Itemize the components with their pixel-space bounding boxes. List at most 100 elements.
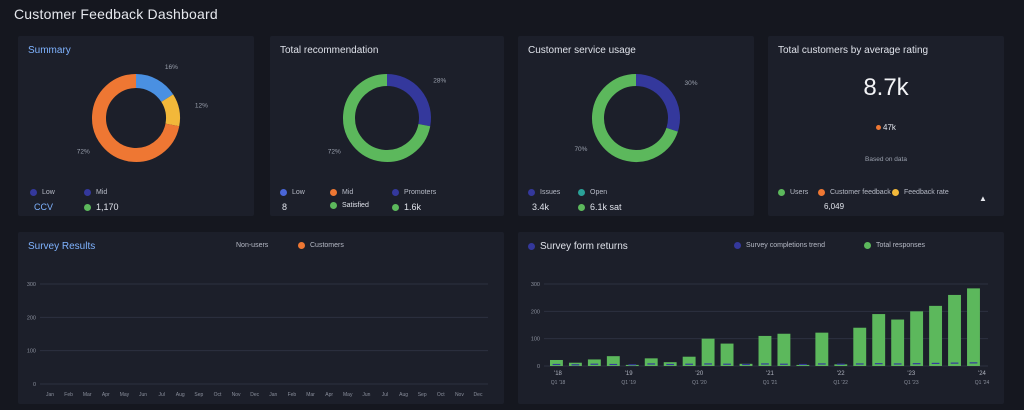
x-tick-label: Dec	[250, 392, 259, 398]
legend-dot	[298, 242, 305, 249]
trend-mark	[609, 363, 618, 366]
legend-label: Feedback rate	[904, 189, 949, 196]
card-title-text: Survey form returns	[540, 241, 628, 252]
trend-mark	[685, 363, 694, 365]
arrow-icon: ▲	[979, 194, 987, 203]
legend-dot	[818, 189, 825, 196]
trend-mark	[874, 363, 883, 365]
legend-dot	[892, 189, 899, 196]
trend-mark	[912, 363, 921, 365]
legend-item: Issues	[528, 189, 560, 196]
x-tick-label: May	[343, 392, 353, 398]
trend-mark	[590, 363, 599, 365]
card-title: Survey Results	[28, 241, 96, 252]
x-tick-sublabel: Q1 '24	[975, 380, 990, 386]
bar	[701, 338, 715, 366]
legend-dot	[392, 203, 399, 211]
x-tick-label: Jul	[158, 392, 164, 398]
summary-donut-chart: 16% 12% 72%	[77, 64, 208, 162]
survey-returns-card: Survey form returns Survey completions t…	[518, 232, 1004, 404]
bar	[967, 288, 980, 366]
value-text: 6,049	[824, 202, 845, 211]
bar	[872, 314, 886, 366]
y-tick-label: 0	[33, 382, 36, 388]
x-tick-label: Aug	[176, 392, 185, 398]
x-tick-sublabel: Q1 '23	[904, 380, 919, 386]
legend-item: Customers	[298, 242, 344, 249]
trend-mark	[552, 363, 561, 366]
x-tick-label: Jun	[139, 392, 147, 398]
x-tick-label: Nov	[232, 392, 241, 398]
legend-item: Total responses	[864, 242, 925, 249]
bar	[625, 364, 639, 366]
donut-slice	[92, 74, 180, 162]
legend-label: Mid	[96, 189, 108, 196]
trend-mark	[647, 363, 656, 365]
donut-slice-label: 28%	[433, 77, 446, 84]
y-tick-label: 200	[531, 309, 540, 315]
legend-dot	[578, 203, 585, 211]
legend-label: Customers	[310, 242, 344, 249]
legend-item: Survey completions trend	[734, 242, 825, 249]
legend-dot	[778, 189, 785, 196]
bar	[910, 311, 924, 366]
survey-results-line-chart: 300 200 100 0 Jan Feb Mar Apr May Jun Jul Aug Sep Oct…	[27, 282, 488, 398]
legend-dot	[330, 202, 337, 209]
donut-slice	[343, 74, 431, 162]
survey-results-card: Survey Results Non-users Customers 300 20…	[18, 232, 504, 404]
service-usage-card: Customer service usage 30% 70% Issues Ope…	[518, 36, 754, 216]
y-tick-label: 100	[531, 337, 540, 343]
legend-label: Total responses	[876, 242, 926, 249]
recommendation-card: Total recommendation 28% 72% Low Mid Prom…	[270, 36, 504, 216]
dashboard-title: Customer Feedback Dashboard	[14, 6, 218, 22]
value-text: 6.1k sat	[590, 202, 622, 212]
legend-label: Issues	[540, 189, 561, 196]
value-text: 47k	[883, 123, 896, 132]
x-tick-label: '18	[554, 371, 562, 377]
bar	[587, 359, 601, 366]
card-title: Survey form returns	[528, 241, 628, 252]
y-tick-label: 200	[27, 315, 36, 321]
donut-slice	[135, 74, 174, 103]
trend-mark	[969, 362, 978, 364]
trend-mark	[761, 363, 769, 365]
rating-card: Total customers by average rating 8.7k 4…	[768, 36, 1004, 216]
y-tick-label: 300	[27, 282, 36, 288]
big-value: 8.7k	[863, 74, 909, 101]
legend-label: Customer feedback	[830, 189, 891, 196]
legend-label: Low	[42, 189, 55, 196]
value-text: 1.6k	[404, 202, 422, 212]
donut-slice-label: 72%	[77, 149, 90, 156]
x-tick-label: Nov	[455, 392, 464, 398]
trend-mark	[723, 363, 731, 365]
x-tick-label: Jan	[269, 392, 277, 398]
donut-slice-label: 70%	[574, 146, 587, 153]
bar	[891, 319, 905, 366]
x-tick-label: Jan	[46, 392, 54, 398]
bar	[834, 364, 848, 366]
sub-value: 47k	[876, 123, 896, 132]
x-tick-sublabel: Q1 '21	[763, 380, 778, 386]
value-label: Satisfied	[330, 202, 369, 209]
trend-mark	[742, 363, 750, 366]
x-tick-label: '19	[625, 371, 633, 377]
x-tick-label: Apr	[325, 392, 333, 398]
trend-mark	[799, 363, 807, 366]
summary-card: Summary 16% 12% 72% Low Mid CCV 1,170	[18, 36, 254, 216]
bar	[550, 359, 563, 366]
value-label: 8	[282, 202, 287, 212]
x-tick-label: '20	[695, 371, 703, 377]
x-tick-label: '21	[766, 371, 774, 377]
trend-mark	[950, 362, 959, 364]
survey-returns-bar-chart: 300 200 100 0 '18 Q1 '18 '19 Q1 '19 '20 Q1 '20 '21…	[531, 282, 990, 386]
value-text: Satisfied	[342, 202, 369, 209]
x-tick-label: '24	[978, 371, 986, 377]
bar	[682, 356, 696, 366]
trend-mark	[780, 363, 788, 365]
bar	[606, 356, 620, 366]
value-text: CCV	[34, 202, 54, 212]
value-text: 1,170	[96, 202, 119, 212]
donut-slice	[386, 74, 431, 127]
legend-dot	[392, 189, 399, 196]
donut-slice	[161, 94, 180, 127]
